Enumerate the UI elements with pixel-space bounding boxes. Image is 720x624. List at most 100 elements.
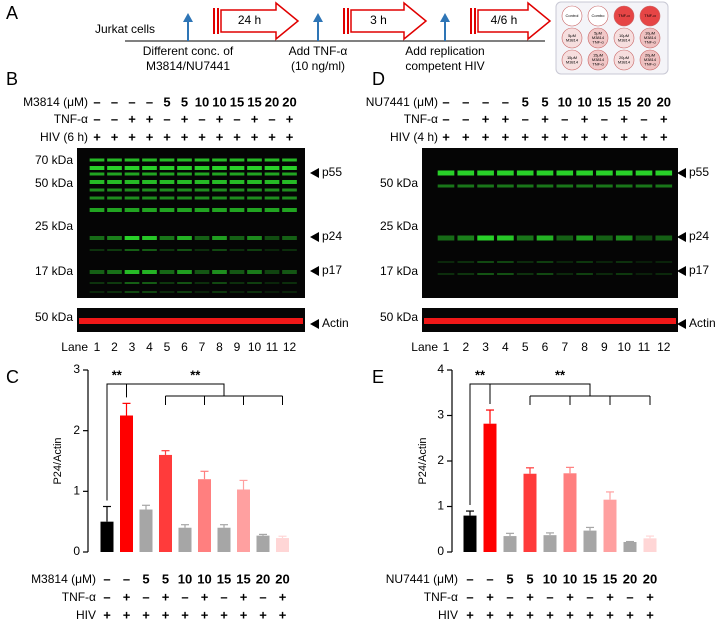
marker-label: 25 kDa [380,219,418,233]
well-label: TNF-α [644,40,656,45]
condition-sign: 15 [217,571,231,586]
blot-band [124,166,140,170]
blot-band [556,235,574,241]
blot-band [194,180,210,184]
plate-well [587,5,609,27]
blot-band [282,282,297,284]
blot-band [247,208,262,212]
condition-sign: + [466,607,474,622]
blot-band [282,270,297,274]
blot-band [229,282,245,284]
blot-band [282,196,297,200]
condition-label: HIV (6 h) [40,130,88,144]
condition-label: HIV (4 h) [390,130,438,144]
blot-band [457,184,475,188]
band-arrow [310,319,319,329]
panel-label: B [6,69,18,89]
condition-sign: – [462,111,469,126]
blot-band [247,166,262,170]
well-label: M3814 [644,35,657,40]
condition-sign: – [111,111,118,126]
blot-band [437,170,455,176]
blot-band [142,172,157,176]
condition-sign: – [546,589,553,604]
condition-sign: – [103,589,110,604]
blot-band [177,249,192,251]
band-arrow [310,266,319,276]
condition-sign: + [546,607,554,622]
blot-band [212,196,227,200]
blot-band [124,158,140,162]
band-label: p17 [689,263,709,277]
condition-label: TNF-α [54,112,88,126]
condition-sign: – [586,589,593,604]
blot-band [615,261,633,263]
well-label: M3814 [592,57,605,62]
blot-band [107,158,122,162]
band-label: p55 [322,165,342,179]
condition-sign: – [93,111,100,126]
duration-bar [347,8,349,34]
blot-band [247,172,262,176]
blot-band [212,180,227,184]
blot-band [615,170,633,176]
blot-band [124,172,140,176]
panel-label: A [6,3,18,23]
blot-band [107,172,122,176]
condition-sign: + [146,129,154,144]
condition-sign: + [181,129,189,144]
blot-band [229,208,245,212]
blot-band [497,170,514,176]
condition-sign: + [620,129,628,144]
blot-band [282,188,297,192]
bar [543,535,557,552]
condition-sign: 5 [526,571,533,586]
bar [237,489,250,552]
condition-sign: – [128,94,135,109]
lane-label: Lane [411,340,438,354]
lane-number: 2 [462,340,469,354]
blot-band [516,170,534,176]
blot-band [194,291,210,293]
blot-band [516,261,534,263]
blot-band [229,166,245,170]
condition-sign: 5 [506,571,513,586]
blot-band [142,270,157,274]
y-tick-label: 0 [73,544,80,558]
blot-band [457,261,475,263]
plate-well [613,27,635,49]
bar [583,530,597,552]
condition-sign: – [561,111,568,126]
blot-band [89,236,105,240]
condition-sign: + [486,589,494,604]
blot-band [124,180,140,184]
blot-band [124,249,140,251]
blot-band [159,180,175,184]
condition-label: TNF-α [62,590,96,604]
condition-sign: + [181,607,189,622]
blot-band [194,249,210,251]
blot-band [282,180,297,184]
blot-band [142,282,157,284]
lane-number: 6 [181,340,188,354]
condition-sign: + [482,111,490,126]
step-arrow-head [440,13,450,22]
blot-band [264,236,280,240]
condition-sign: – [442,111,449,126]
blot-band [282,208,297,212]
condition-sign: + [201,607,209,622]
blot-band [142,180,157,184]
blot-band [194,166,210,170]
blot-band [107,180,122,184]
well-label: 5μM [594,31,602,36]
blot-band [229,172,245,176]
plate [555,1,669,75]
condition-sign: + [581,111,589,126]
marker-label: 17 kDa [35,264,73,278]
blot-band [107,270,122,274]
blot-band [142,158,157,162]
blot-band [477,261,494,263]
condition-sign: 10 [212,94,226,109]
blot-band [212,236,227,240]
condition-sign: + [640,129,648,144]
